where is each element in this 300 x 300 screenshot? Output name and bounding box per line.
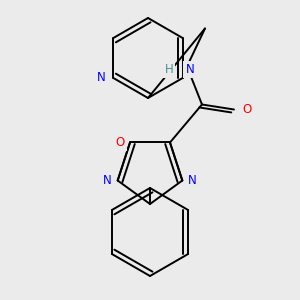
Text: H: H: [165, 63, 173, 76]
Text: O: O: [116, 136, 124, 149]
Text: N: N: [97, 71, 106, 85]
Text: O: O: [242, 103, 252, 116]
Text: N: N: [188, 174, 197, 187]
Text: N: N: [186, 63, 194, 76]
Text: N: N: [103, 174, 112, 187]
